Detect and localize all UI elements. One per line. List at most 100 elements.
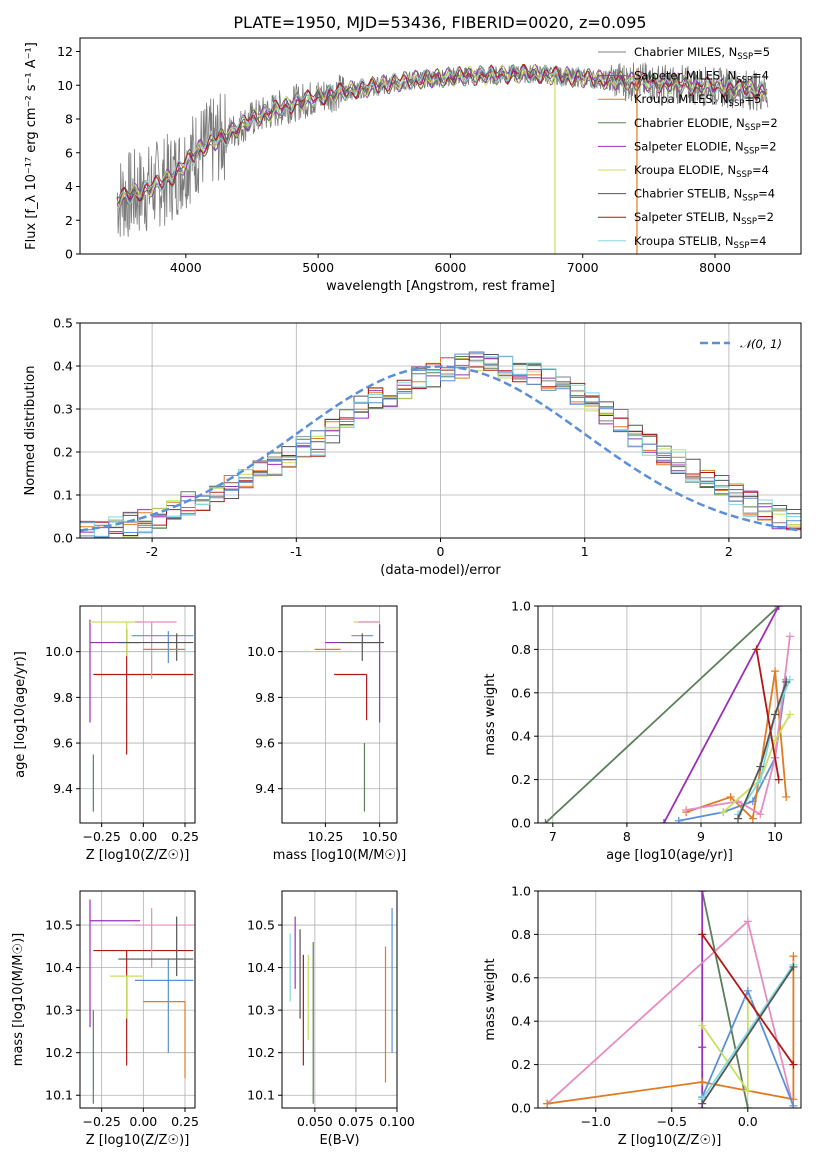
y-axis-label: Normed distribution — [23, 366, 38, 496]
x-axis-label: (data-model)/error — [380, 563, 501, 578]
axes-weight-vs-age: 7 8 9 10 0.0 0.2 0.4 0.6 0.8 1.0 age [log10(age/yr… — [483, 599, 801, 863]
errorbar-points — [89, 899, 194, 1104]
axes-age-vs-Z: −0.25 0.00 0.25 9.4 9.6 9.8 10.0 Z [log10(Z/Z☉)… — [13, 606, 199, 863]
weight-point-marker — [743, 1086, 752, 1095]
y-axis-label: mass weight — [483, 673, 498, 755]
spectrum-model-line — [116, 63, 768, 205]
spectrum-model-line — [116, 63, 768, 209]
y-tick-label: 0.8 — [511, 927, 531, 942]
weight-series-line — [701, 964, 795, 1100]
weight-point-marker — [698, 1021, 707, 1030]
weight-point-marker — [756, 762, 765, 771]
y-tick-label: 0.4 — [511, 1014, 531, 1029]
y-tick-label: 2 — [65, 213, 73, 228]
weight-point-marker — [743, 917, 752, 926]
x-axis-label: Z [log10(Z/Z☉)] — [618, 1133, 722, 1148]
x-tick-label: −0.5 — [657, 1114, 687, 1129]
x-tick-label: 2 — [725, 544, 733, 559]
x-tick-label: -2 — [146, 544, 158, 559]
x-axis-label: Z [log10(Z/Z☉)] — [86, 1133, 190, 1148]
x-tick-label: 6000 — [435, 260, 467, 275]
weight-series-line — [737, 679, 791, 815]
spectrum-frame — [79, 37, 802, 255]
weight-point-marker — [541, 819, 550, 823]
panels: 4000 5000 6000 7000 8000024681012wavelength … — [11, 37, 802, 1148]
x-tick-label: −1.0 — [581, 1114, 611, 1129]
y-tick-label: 8 — [65, 112, 73, 127]
weight-vs-Z-frame — [537, 890, 802, 1109]
mass-vs-ebv-frame — [281, 890, 398, 1109]
y-tick-label: 0.5 — [53, 316, 73, 331]
weight-point-marker — [771, 710, 780, 719]
legend-entry: 𝒩(0, 1) — [740, 337, 782, 351]
weight-point-marker — [659, 819, 668, 823]
weight-point-marker — [756, 810, 765, 819]
x-tick-label: 7000 — [567, 260, 599, 275]
x-tick-label: 1 — [581, 544, 589, 559]
axes-mass-vs-Z: −0.25 0.00 0.25 10.1 10.2 10.3 10.4 10.5 Z [log1… — [11, 891, 199, 1148]
legend-entry: Chabrier ELODIE, NSSP=2 — [634, 116, 778, 133]
x-tick-label: 7 — [549, 829, 557, 844]
weight-series-line — [544, 606, 780, 823]
weight-point-marker — [698, 1077, 707, 1086]
weight-lines — [543, 891, 798, 1108]
legend-entry: Salpeter MILES, NSSP=4 — [634, 69, 769, 86]
x-tick-label: 0.00 — [129, 829, 157, 844]
x-tick-label: 0.25 — [171, 1114, 199, 1129]
weight-point-marker — [789, 1101, 798, 1108]
x-tick-label: 0.00 — [129, 1114, 157, 1129]
weight-point-marker — [789, 962, 798, 971]
y-tick-label: 0.6 — [511, 970, 531, 985]
figure-title: PLATE=1950, MJD=53436, FIBERID=0020, z=0… — [233, 13, 646, 32]
x-tick-label: 0.050 — [297, 1114, 333, 1129]
y-axis-label: mass weight — [483, 958, 498, 1040]
histogram-series-step — [80, 351, 801, 538]
weight-series-line — [701, 891, 749, 1108]
weight-lines — [541, 606, 794, 823]
axes-residuals: -2 -1 0 1 2 0.0 0.1 0.2 0.3 0.4 0.5 (data-model)/er… — [23, 316, 801, 578]
y-tick-label: 10 — [57, 78, 73, 93]
axes-mass-vs-ebv: 0.050 0.075 0.100 10.1 10.2 10.3 10.4 10.5 E(B-V… — [247, 891, 415, 1148]
errorbar-points — [289, 908, 393, 1104]
legend-entry: Kroupa MILES, NSSP=5 — [634, 92, 761, 109]
x-tick-label: 9 — [697, 829, 705, 844]
y-tick-label: 9.8 — [53, 690, 73, 705]
y-tick-label: 0.0 — [53, 531, 73, 546]
y-tick-label: 0.1 — [53, 488, 73, 503]
y-tick-label: 10.3 — [45, 1003, 73, 1018]
x-tick-label: −0.25 — [83, 1114, 121, 1129]
x-tick-label: 5000 — [302, 260, 334, 275]
weight-series-line — [701, 933, 795, 1066]
spectrum-lines — [116, 62, 769, 254]
y-tick-label: 4 — [65, 179, 73, 194]
age-vs-Z-frame — [79, 605, 196, 824]
y-tick-label: 0.2 — [511, 1057, 531, 1072]
legend-entry: Chabrier STELIB, NSSP=4 — [634, 187, 775, 204]
y-tick-label: 10.4 — [45, 960, 73, 975]
weight-point-marker — [698, 1043, 707, 1052]
x-tick-label: 10.50 — [362, 829, 398, 844]
weight-point-marker — [743, 986, 752, 995]
legend-entry: Chabrier MILES, NSSP=5 — [634, 45, 770, 62]
y-tick-label: 0.0 — [511, 1101, 531, 1116]
axes-weight-vs-Z: −1.0 −0.5 0.0 0.0 0.2 0.4 0.6 0.8 1.0 Z [log10(Z/… — [483, 884, 801, 1148]
y-tick-label: 0.6 — [511, 685, 531, 700]
weight-point-marker — [771, 667, 780, 676]
weight-point-marker — [785, 632, 794, 641]
spectrum-legend: Chabrier MILES, NSSP=5 Salpeter MILES, NS… — [598, 45, 778, 251]
x-axis-label: age [log10(age/yr)] — [606, 848, 733, 863]
y-tick-label: 0.4 — [53, 359, 73, 374]
spectrum-observed-line — [116, 62, 769, 237]
weight-series-line — [722, 714, 791, 813]
y-tick-label: 6 — [65, 145, 73, 160]
weight-point-marker — [748, 814, 757, 823]
y-tick-label: 10.5 — [45, 918, 73, 933]
normal-reference-curve — [80, 365, 801, 532]
y-tick-label: 10.5 — [247, 918, 275, 933]
y-tick-label: 0.4 — [511, 729, 531, 744]
y-tick-label: 1.0 — [511, 599, 531, 614]
weight-point-marker — [782, 677, 791, 686]
y-tick-label: 12 — [57, 44, 73, 59]
weight-point-marker — [698, 1099, 707, 1108]
